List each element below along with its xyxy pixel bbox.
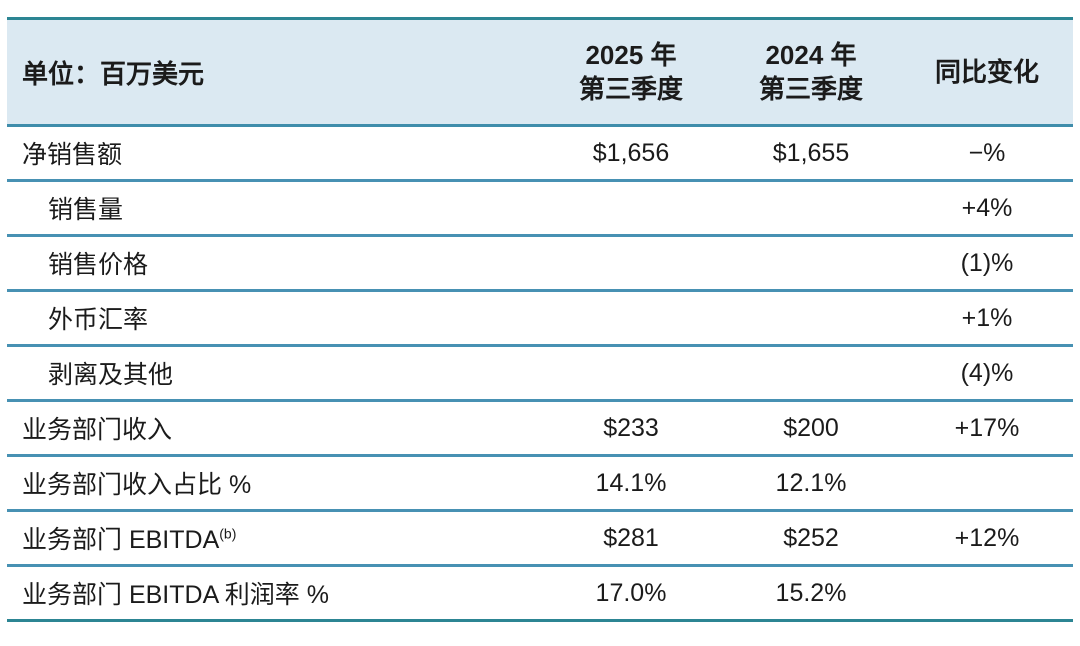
table-row: 业务部门收入 $233 $200 +17% bbox=[7, 402, 1073, 457]
value-2025-q3: $1,656 bbox=[592, 138, 670, 167]
table-body: 净销售额 $1,656 $1,655 −% 销售量 +4% 销售价格 (1)% … bbox=[7, 127, 1073, 622]
column-header-2025-q3: 2025 年 第三季度 bbox=[541, 38, 721, 107]
value-yoy-change: (1)% bbox=[960, 248, 1014, 277]
row-label-text: 业务部门收入 bbox=[22, 416, 173, 444]
value-2025-q3: 17.0% bbox=[595, 578, 667, 607]
row-label: 业务部门 EBITDA(b) bbox=[7, 520, 541, 556]
row-label-text: 销售价格 bbox=[48, 251, 149, 279]
value-yoy-change: +12% bbox=[954, 523, 1020, 552]
value-2024-q3: $252 bbox=[783, 523, 839, 552]
column-header-2025-quarter: 第三季度 bbox=[578, 74, 683, 104]
table-row: 业务部门收入占比 % 14.1% 12.1% bbox=[7, 457, 1073, 512]
value-yoy-change: +4% bbox=[961, 193, 1013, 222]
row-label: 业务部门 EBITDA 利润率 % bbox=[7, 575, 541, 611]
value-yoy-change: (4)% bbox=[960, 358, 1014, 387]
row-label: 净销售额 bbox=[7, 135, 541, 171]
table-row: 剥离及其他 (4)% bbox=[7, 347, 1073, 402]
row-label: 外币汇率 bbox=[7, 300, 541, 336]
row-label-text: 净销售额 bbox=[22, 141, 123, 169]
table-row: 净销售额 $1,656 $1,655 −% bbox=[7, 127, 1073, 182]
row-label: 销售量 bbox=[7, 190, 541, 226]
column-header-2024-year: 2024 年 bbox=[765, 39, 857, 70]
row-label-text: 剥离及其他 bbox=[48, 361, 174, 389]
value-2024-q3: 12.1% bbox=[775, 468, 847, 497]
unit-label: 单位：百万美元 bbox=[22, 58, 205, 89]
row-label-text: 业务部门收入占比 % bbox=[22, 471, 252, 499]
column-header-yoy-change: 同比变化 bbox=[934, 57, 1039, 87]
row-label-text: 业务部门 EBITDA bbox=[22, 526, 220, 554]
table-row: 业务部门 EBITDA 利润率 % 17.0% 15.2% bbox=[7, 567, 1073, 622]
value-yoy-change: +17% bbox=[954, 413, 1020, 442]
row-label: 业务部门收入 bbox=[7, 410, 541, 446]
value-yoy-change: +1% bbox=[961, 303, 1013, 332]
column-header-2024-quarter: 第三季度 bbox=[758, 74, 863, 104]
row-label-text: 外币汇率 bbox=[48, 306, 149, 334]
financial-summary-table: 单位：百万美元 2025 年 第三季度 2024 年 第三季度 同比变化 净销售… bbox=[7, 17, 1073, 622]
row-label-footnote: (b) bbox=[219, 525, 237, 542]
table-row: 销售价格 (1)% bbox=[7, 237, 1073, 292]
row-label-text: 销售量 bbox=[48, 196, 124, 224]
row-label: 销售价格 bbox=[7, 245, 541, 281]
value-2025-q3: $233 bbox=[603, 413, 659, 442]
value-2024-q3: $200 bbox=[783, 413, 839, 442]
table-row: 外币汇率 +1% bbox=[7, 292, 1073, 347]
column-header-2025-year: 2025 年 bbox=[585, 39, 677, 70]
row-label-text: 业务部门 EBITDA 利润率 % bbox=[22, 581, 329, 609]
row-label: 剥离及其他 bbox=[7, 355, 541, 391]
table-row: 销售量 +4% bbox=[7, 182, 1073, 237]
column-header-2024-q3: 2024 年 第三季度 bbox=[721, 38, 901, 107]
table-header-row: 单位：百万美元 2025 年 第三季度 2024 年 第三季度 同比变化 bbox=[7, 20, 1073, 127]
value-2024-q3: 15.2% bbox=[775, 578, 847, 607]
table-row: 业务部门 EBITDA(b) $281 $252 +12% bbox=[7, 512, 1073, 567]
row-label: 业务部门收入占比 % bbox=[7, 465, 541, 501]
value-2024-q3: $1,655 bbox=[772, 138, 850, 167]
value-2025-q3: 14.1% bbox=[595, 468, 667, 497]
value-2025-q3: $281 bbox=[603, 523, 659, 552]
value-yoy-change: −% bbox=[968, 138, 1006, 167]
